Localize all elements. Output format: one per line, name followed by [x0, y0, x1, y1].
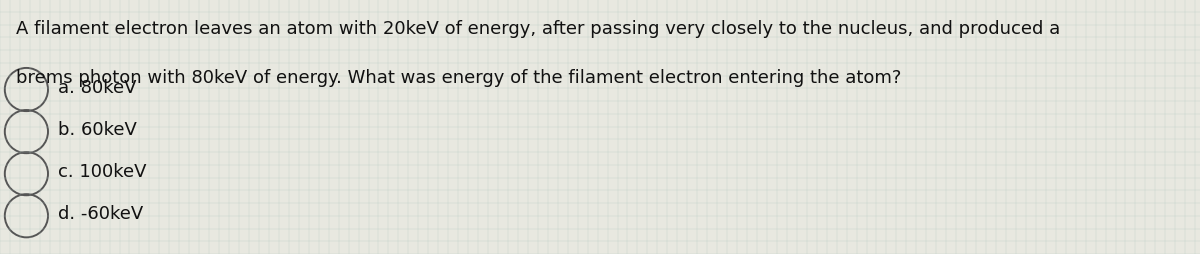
Text: A filament electron leaves an atom with 20keV of energy, after passing very clos: A filament electron leaves an atom with … — [16, 20, 1060, 38]
Text: a. 80keV: a. 80keV — [58, 79, 136, 97]
Text: brems photon with 80keV of energy. What was energy of the filament electron ente: brems photon with 80keV of energy. What … — [16, 69, 901, 87]
Text: c. 100keV: c. 100keV — [58, 163, 146, 180]
Text: d. -60keV: d. -60keV — [58, 204, 143, 222]
Text: b. 60keV: b. 60keV — [58, 121, 137, 138]
